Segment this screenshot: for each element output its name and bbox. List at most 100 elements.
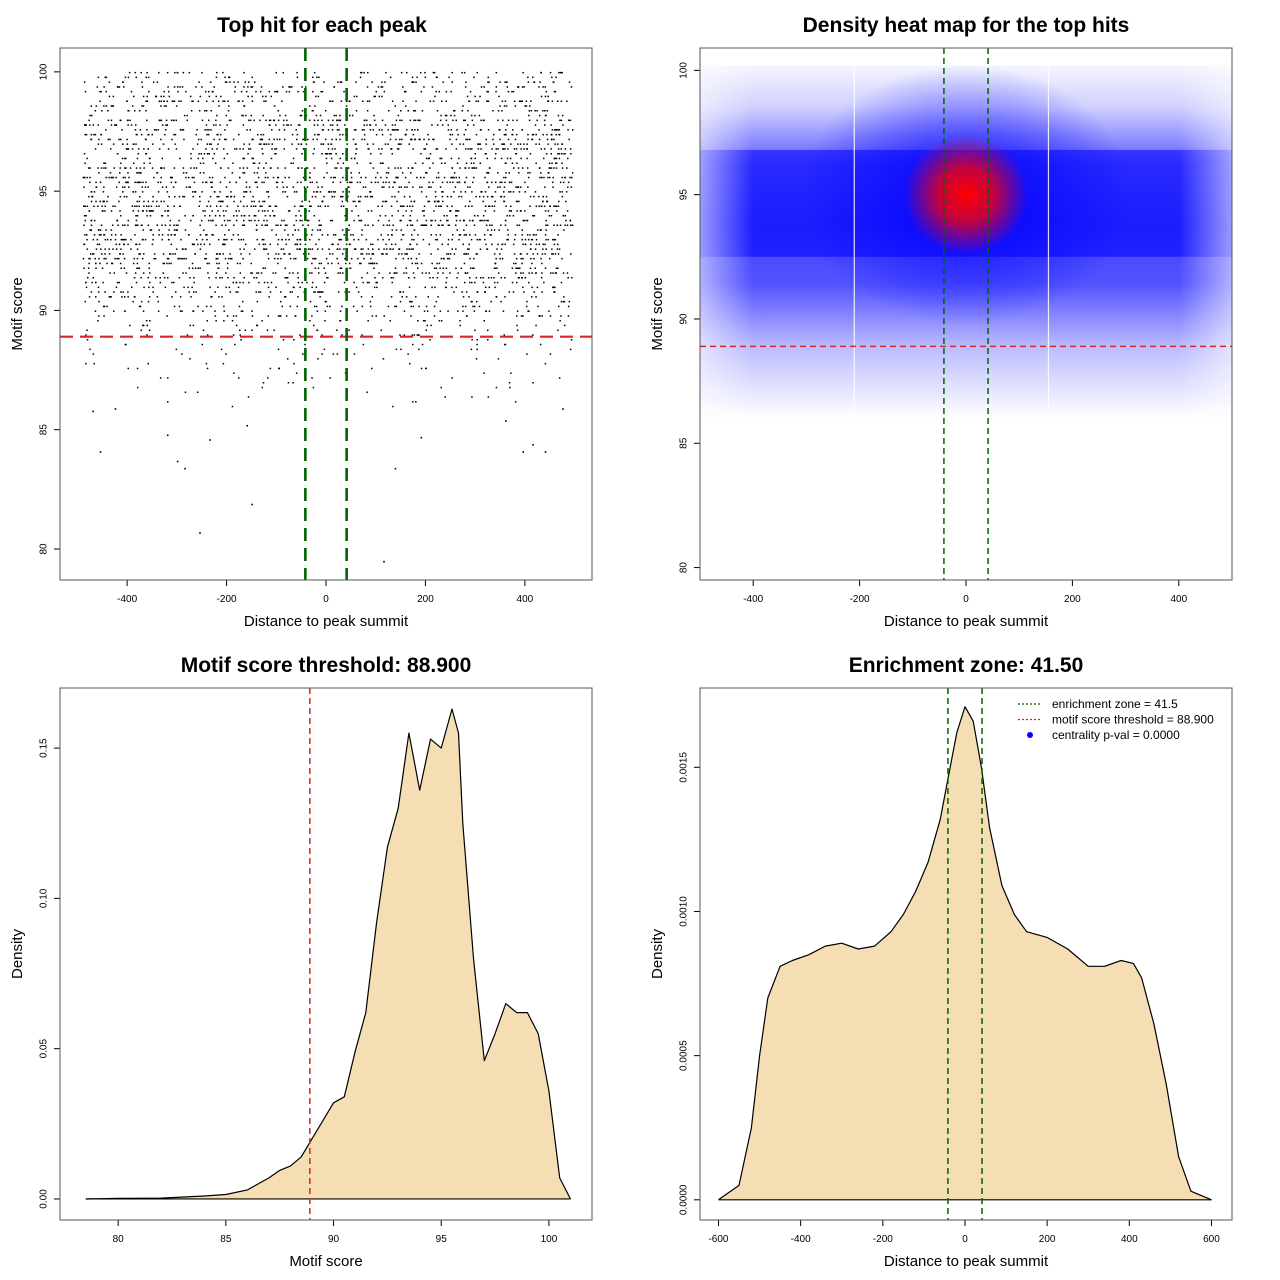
scatter-point xyxy=(557,100,559,102)
scatter-point xyxy=(206,320,208,322)
scatter-point xyxy=(552,253,554,255)
scatter-point xyxy=(397,191,400,193)
scatter-point xyxy=(88,210,91,212)
scatter-point xyxy=(327,148,330,150)
scatter-point xyxy=(406,253,408,255)
scatter-point xyxy=(535,238,538,241)
scatter-point xyxy=(528,310,530,312)
scatter-point xyxy=(198,153,200,155)
scatter-point xyxy=(284,267,286,269)
scatter-point xyxy=(116,153,119,155)
scatter-point xyxy=(539,229,542,231)
scatter-point xyxy=(263,200,266,203)
scatter-point xyxy=(473,167,476,169)
scatter-point xyxy=(497,186,499,188)
scatter-point xyxy=(142,181,144,184)
scatter-point xyxy=(118,257,120,260)
scatter-point xyxy=(133,277,136,279)
scatter-point xyxy=(148,296,151,298)
scatter-point xyxy=(313,119,316,122)
scatter-point xyxy=(459,324,461,327)
scatter-point xyxy=(452,181,454,184)
scatter-point xyxy=(476,291,479,293)
scatter-point xyxy=(554,205,557,207)
scatter-point xyxy=(442,267,445,269)
scatter-point xyxy=(530,100,532,102)
scatter-point xyxy=(284,224,287,226)
scatter-point xyxy=(100,90,102,93)
scatter-point xyxy=(138,205,140,207)
scatter-point xyxy=(370,191,372,193)
scatter-point xyxy=(435,205,437,207)
scatter-point xyxy=(501,257,504,260)
scatter-point xyxy=(360,71,363,74)
scatter-point xyxy=(102,281,104,284)
scatter-point xyxy=(129,119,131,122)
scatter-point xyxy=(89,167,91,169)
scatter-point xyxy=(318,76,320,79)
scatter-point xyxy=(372,129,374,131)
scatter-point xyxy=(324,272,327,274)
scatter-point xyxy=(478,238,481,241)
scatter-point xyxy=(130,124,133,126)
scatter-point xyxy=(238,210,240,212)
scatter-point xyxy=(233,215,235,217)
scatter-point xyxy=(412,167,414,169)
scatter-point xyxy=(238,238,240,241)
scatter-point xyxy=(196,143,199,145)
scatter-point xyxy=(385,253,388,255)
scatter-point xyxy=(174,71,176,74)
scatter-point xyxy=(441,191,443,193)
scatter-point xyxy=(412,305,415,308)
scatter-point xyxy=(353,238,355,241)
scatter-point xyxy=(146,95,148,98)
chart-title: Enrichment zone: 41.50 xyxy=(849,654,1084,677)
scatter-point xyxy=(366,110,369,112)
scatter-point xyxy=(495,153,497,155)
scatter-point xyxy=(467,253,469,255)
scatter-point xyxy=(136,200,138,203)
scatter-point xyxy=(369,129,372,131)
scatter-point xyxy=(94,110,97,112)
scatter-point xyxy=(243,219,245,222)
scatter-point xyxy=(405,272,408,274)
scatter-point xyxy=(475,133,478,136)
scatter-point xyxy=(101,267,104,269)
scatter-point xyxy=(515,153,517,155)
scatter-point xyxy=(464,281,466,284)
scatter-point xyxy=(348,291,350,293)
scatter-point xyxy=(340,100,343,102)
scatter-point xyxy=(202,181,204,184)
scatter-point xyxy=(567,181,570,184)
scatter-point xyxy=(240,253,242,255)
scatter-point xyxy=(425,272,427,274)
scatter-point xyxy=(529,205,531,207)
scatter-point xyxy=(432,181,434,184)
scatter-point xyxy=(494,200,496,203)
scatter-point xyxy=(165,119,168,122)
scatter-point xyxy=(86,234,88,236)
scatter-point xyxy=(504,81,506,83)
scatter-point xyxy=(527,310,529,312)
scatter-point xyxy=(305,143,308,145)
scatter-point xyxy=(336,167,338,169)
scatter-point xyxy=(275,124,277,126)
scatter-point xyxy=(155,95,158,98)
scatter-point xyxy=(339,133,341,136)
scatter-point xyxy=(210,181,212,184)
scatter-point xyxy=(110,296,112,298)
scatter-point xyxy=(160,176,162,179)
scatter-point xyxy=(464,191,467,193)
scatter-point xyxy=(277,348,280,351)
scatter-point xyxy=(342,205,345,207)
scatter-point xyxy=(340,238,343,241)
scatter-point xyxy=(397,167,399,169)
scatter-point xyxy=(168,238,170,241)
scatter-point xyxy=(445,286,447,289)
scatter-point xyxy=(562,300,565,303)
scatter-point xyxy=(192,267,194,269)
scatter-point xyxy=(417,334,420,336)
scatter-point xyxy=(404,253,406,255)
scatter-point xyxy=(544,253,546,255)
scatter-point xyxy=(497,272,500,274)
